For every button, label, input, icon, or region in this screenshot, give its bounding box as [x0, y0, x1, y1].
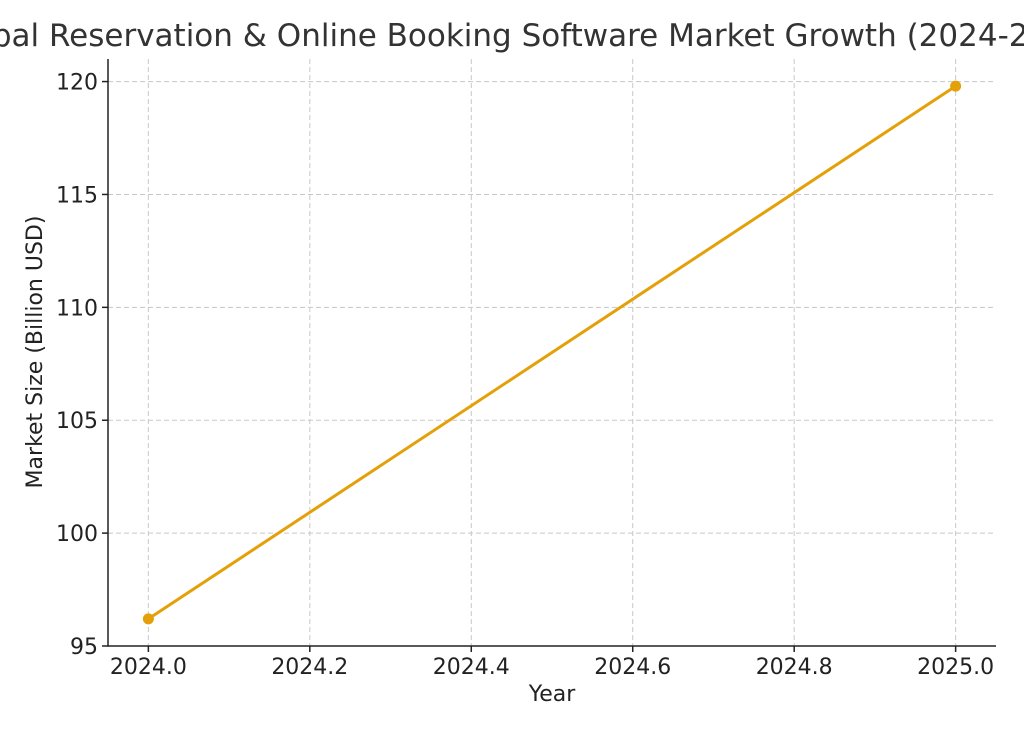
data-point — [950, 80, 962, 92]
axis-ticks: 2024.0 2024.2 2024.4 2024.6 2024.8 2025.0 95 10… — [56, 71, 994, 680]
y-tick-label: 105 — [56, 409, 98, 434]
x-tick-label: 2024.0 — [110, 655, 187, 680]
x-tick-label: 2024.2 — [271, 655, 348, 680]
y-tick-label: 120 — [56, 71, 98, 96]
y-axis-label: Market Size (Billion USD) — [23, 216, 48, 489]
x-axis-label: Year — [528, 682, 577, 707]
series-layer — [142, 80, 962, 625]
y-tick-label: 95 — [70, 635, 98, 660]
y-tick-label: 100 — [56, 522, 98, 547]
x-tick-label: 2024.8 — [756, 655, 833, 680]
y-tick-label: 110 — [56, 296, 98, 321]
x-tick-label: 2024.6 — [594, 655, 671, 680]
x-tick-label: 2024.4 — [433, 655, 510, 680]
chart-title: Global Reservation & Online Booking Soft… — [0, 18, 1024, 54]
data-point — [142, 613, 154, 625]
series-line — [147, 84, 957, 621]
x-tick-label: 2025.0 — [917, 655, 994, 680]
y-tick-label: 115 — [56, 183, 98, 208]
